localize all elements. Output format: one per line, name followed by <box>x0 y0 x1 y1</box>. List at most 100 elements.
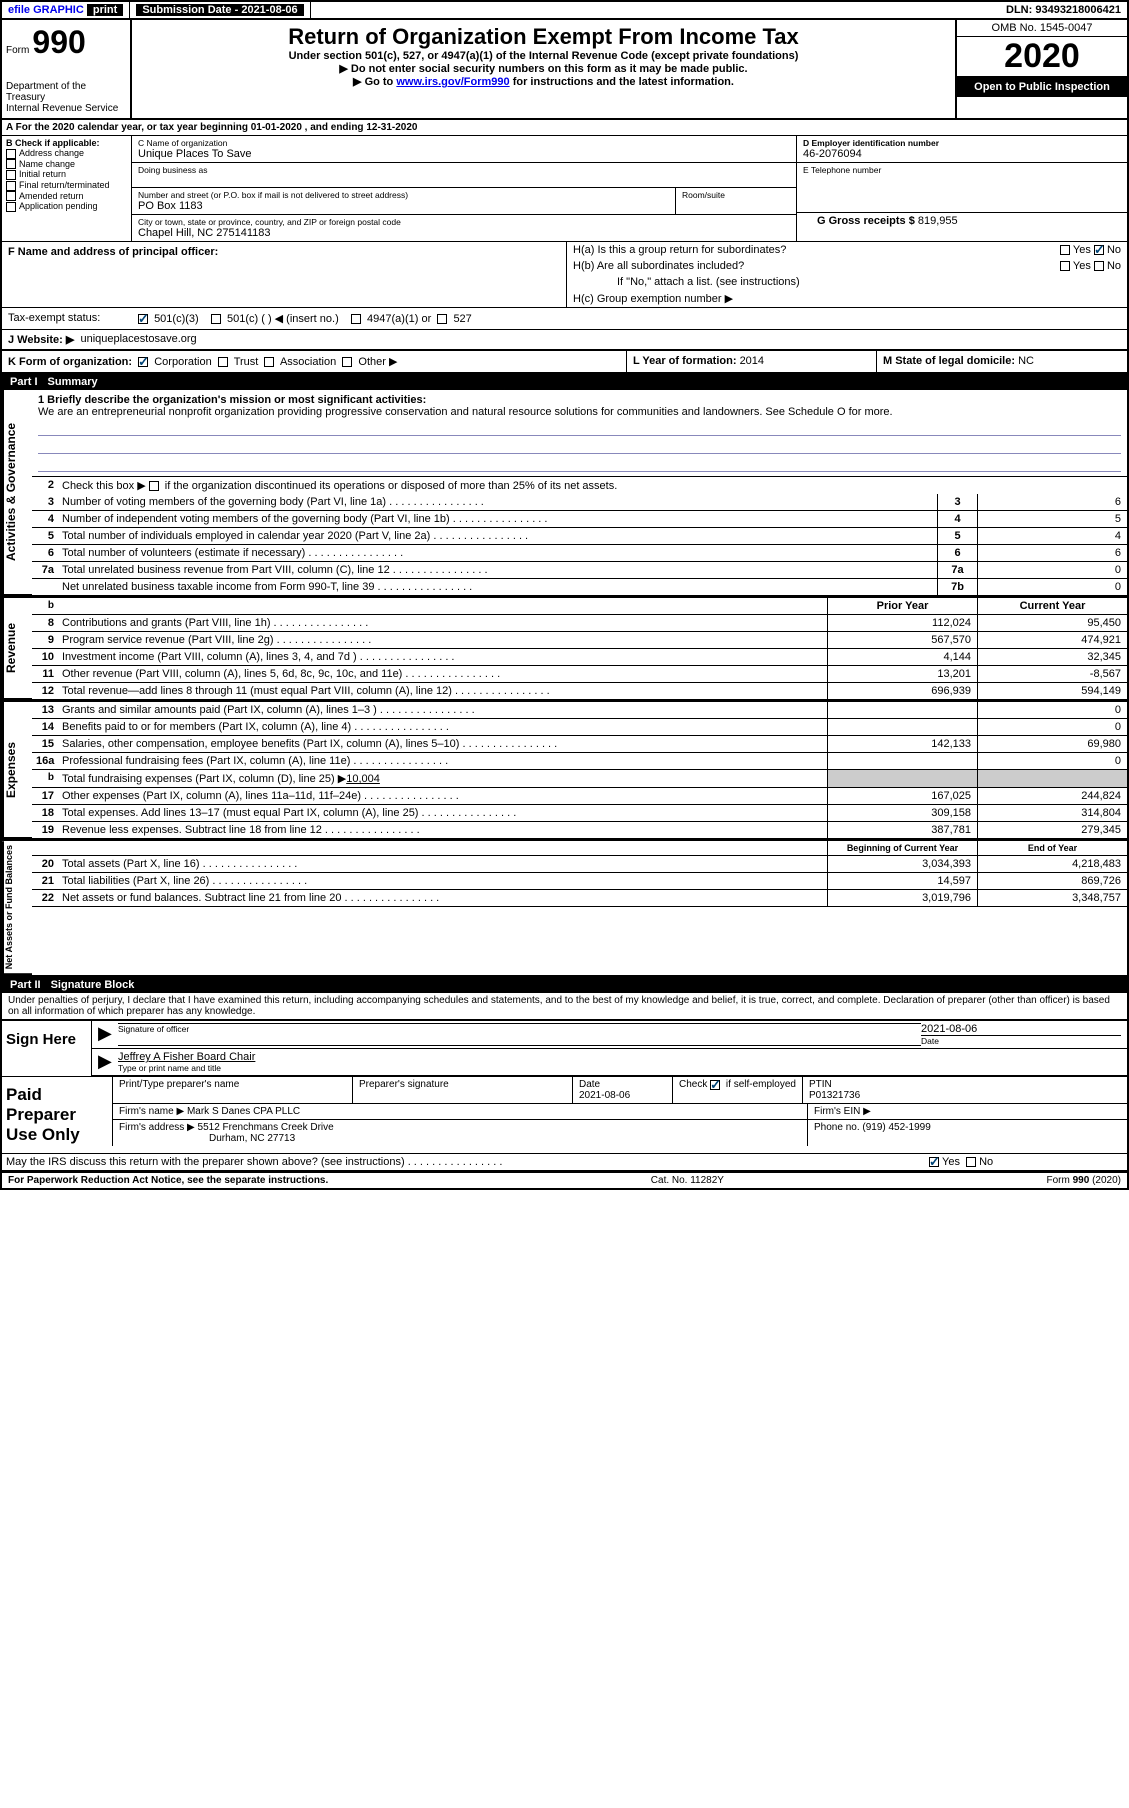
check-address[interactable]: Address change <box>6 148 127 159</box>
k-other[interactable] <box>342 357 352 367</box>
sig-date: 2021-08-06 <box>921 1023 1121 1035</box>
form-number: 990 <box>32 24 85 60</box>
dba-label: Doing business as <box>138 165 790 175</box>
line2-check[interactable] <box>149 481 159 491</box>
hb-label: H(b) Are all subordinates included? <box>573 260 744 272</box>
k-assoc[interactable] <box>264 357 274 367</box>
net-assets-section: Net Assets or Fund Balances Beginning of… <box>2 839 1127 977</box>
section-bcde: B Check if applicable: Address change Na… <box>2 136 1127 242</box>
firm-addr1: 5512 Frenchmans Creek Drive <box>198 1122 334 1133</box>
hc-label: H(c) Group exemption number ▶ <box>567 290 1127 307</box>
ptin: P01321736 <box>809 1090 860 1101</box>
firm-name: Mark S Danes CPA PLLC <box>187 1106 300 1117</box>
hb-no[interactable] <box>1094 261 1104 271</box>
omb-number: OMB No. 1545-0047 <box>957 20 1127 37</box>
dln: DLN: 93493218006421 <box>1000 2 1127 18</box>
mission-text: We are an entrepreneurial nonprofit orga… <box>38 406 1121 418</box>
firm-addr2: Durham, NC 27713 <box>119 1133 295 1144</box>
col-b-header: B Check if applicable: <box>6 138 127 148</box>
tax-4947[interactable] <box>351 314 361 324</box>
vlabel-revenue: Revenue <box>2 598 32 700</box>
vlabel-net: Net Assets or Fund Balances <box>2 841 32 975</box>
efile-link[interactable]: efile GRAPHIC <box>8 4 84 16</box>
k-corp[interactable] <box>138 357 148 367</box>
form-word: Form <box>6 45 29 56</box>
org-name: Unique Places To Save <box>138 148 790 160</box>
check-final[interactable]: Final return/terminated <box>6 180 127 191</box>
row-fgh: F Name and address of principal officer:… <box>2 242 1127 308</box>
submission-date: Submission Date - 2021-08-06 <box>136 4 303 16</box>
paperwork-notice: For Paperwork Reduction Act Notice, see … <box>8 1175 328 1186</box>
addr-label: Number and street (or P.O. box if mail i… <box>138 190 669 200</box>
irs-label: Internal Revenue Service <box>6 103 126 114</box>
row-tax-exempt: Tax-exempt status: 501(c)(3) 501(c) ( ) … <box>2 308 1127 330</box>
row-k: K Form of organization: Corporation Trus… <box>2 351 1127 374</box>
check-name[interactable]: Name change <box>6 159 127 170</box>
prior-year-hdr: Prior Year <box>827 598 977 614</box>
discuss-yes[interactable] <box>929 1157 939 1167</box>
website: uniqueplacestosave.org <box>80 333 196 346</box>
sig-officer-label: Signature of officer <box>118 1023 921 1034</box>
expenses-section: Expenses 13Grants and similar amounts pa… <box>2 700 1127 839</box>
prep-sig-label: Preparer's signature <box>352 1077 572 1103</box>
line-b: b <box>32 598 58 614</box>
discuss-label: May the IRS discuss this return with the… <box>2 1154 927 1170</box>
vlabel-expenses: Expenses <box>2 702 32 839</box>
open-inspection: Open to Public Inspection <box>957 77 1127 97</box>
gross-receipts: 819,955 <box>918 215 958 227</box>
paid-preparer-label: Paid Preparer Use Only <box>2 1077 112 1153</box>
cat-no: Cat. No. 11282Y <box>651 1175 724 1186</box>
current-year-hdr: Current Year <box>977 598 1127 614</box>
hb-yes[interactable] <box>1060 261 1070 271</box>
fundraising-total: 10,004 <box>346 773 380 785</box>
subtitle-3: Go to www.irs.gov/Form990 for instructio… <box>136 75 951 88</box>
addr: PO Box 1183 <box>138 200 669 212</box>
form-footer: For Paperwork Reduction Act Notice, see … <box>2 1171 1127 1188</box>
tax-501c[interactable] <box>211 314 221 324</box>
arrow-icon: ▶ <box>98 1051 118 1073</box>
form-container: efile GRAPHIC print Submission Date - 20… <box>0 0 1129 1190</box>
col-b: B Check if applicable: Address change Na… <box>2 136 132 241</box>
form-title: Return of Organization Exempt From Incom… <box>136 24 951 50</box>
ha-no[interactable] <box>1094 245 1104 255</box>
tax-527[interactable] <box>437 314 447 324</box>
ha-yes[interactable] <box>1060 245 1070 255</box>
city-label: City or town, state or province, country… <box>138 217 790 227</box>
k-trust[interactable] <box>218 357 228 367</box>
arrow-icon: ▶ <box>98 1023 118 1046</box>
check-amended[interactable]: Amended return <box>6 191 127 202</box>
sign-here-label: Sign Here <box>2 1021 92 1076</box>
state-domicile: NC <box>1018 355 1034 367</box>
self-employed-check[interactable] <box>710 1080 720 1090</box>
discuss-no[interactable] <box>966 1157 976 1167</box>
ha-label: H(a) Is this a group return for subordin… <box>573 244 786 256</box>
row-f: F Name and address of principal officer: <box>2 242 567 307</box>
vlabel-governance: Activities & Governance <box>2 390 32 596</box>
tax-year: 2020 <box>957 37 1127 77</box>
top-bar: efile GRAPHIC print Submission Date - 20… <box>2 2 1127 20</box>
ein-label: D Employer identification number <box>803 138 1121 148</box>
year-formation: 2014 <box>740 355 764 367</box>
sign-section: Sign Here ▶ Signature of officer 2021-08… <box>2 1019 1127 1076</box>
print-button[interactable]: print <box>87 4 123 16</box>
tax-501c3[interactable] <box>138 314 148 324</box>
check-initial[interactable]: Initial return <box>6 169 127 180</box>
row-a: A For the 2020 calendar year, or tax yea… <box>2 120 1127 136</box>
check-pending[interactable]: Application pending <box>6 201 127 212</box>
subtitle-2: Do not enter social security numbers on … <box>136 62 951 75</box>
tel-label: E Telephone number <box>803 165 1121 175</box>
room-label: Room/suite <box>682 190 790 200</box>
activities-governance: Activities & Governance 1 Briefly descri… <box>2 390 1127 596</box>
row-j: J Website: ▶ uniqueplacestosave.org <box>2 330 1127 351</box>
irs-link[interactable]: www.irs.gov/Form990 <box>396 76 509 88</box>
sig-name: Jeffrey A Fisher Board Chair <box>118 1051 1121 1063</box>
prep-date: 2021-08-06 <box>579 1090 630 1101</box>
begin-year-hdr: Beginning of Current Year <box>827 841 977 855</box>
preparer-section: Paid Preparer Use Only Print/Type prepar… <box>2 1076 1127 1153</box>
prep-name-label: Print/Type preparer's name <box>112 1077 352 1103</box>
org-name-label: C Name of organization <box>138 138 790 148</box>
firm-phone: (919) 452-1999 <box>862 1122 930 1133</box>
gross-label: G Gross receipts $ <box>817 215 918 227</box>
revenue-section: Revenue b Prior Year Current Year 8Contr… <box>2 596 1127 700</box>
part1-header: Part ISummary <box>2 374 1127 390</box>
